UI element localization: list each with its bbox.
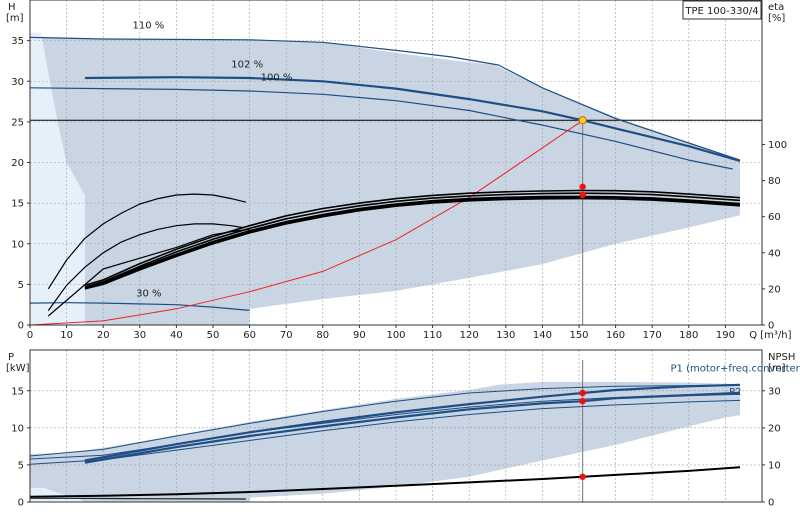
power-marker-1 — [579, 398, 585, 404]
power-left-tick-label-15: 15 — [11, 386, 24, 397]
head-left-tick-label-35: 35 — [11, 36, 24, 47]
x-tick-label-100: 100 — [386, 330, 405, 341]
head-marker-0 — [579, 184, 585, 190]
head-marker-1 — [579, 192, 585, 198]
power-right-axis-unit: [m] — [768, 363, 786, 374]
x-tick-label-110: 110 — [423, 330, 442, 341]
power-marker-0 — [579, 390, 585, 396]
x-tick-label-120: 120 — [460, 330, 479, 341]
head-left-tick-label-20: 20 — [11, 158, 24, 169]
power-left-axis-unit: [kW] — [6, 363, 30, 374]
head-left-tick-label-0: 0 — [18, 321, 24, 332]
x-axis-title: Q [m³/h] — [749, 330, 791, 341]
chart-title: TPE 100-330/4 — [684, 6, 758, 17]
power-right-tick-label-10: 10 — [768, 460, 781, 471]
head-duty-point — [579, 117, 586, 124]
head-label-30: 30 % — [136, 289, 161, 300]
power-right-tick-label-30: 30 — [768, 386, 781, 397]
x-tick-label-130: 130 — [496, 330, 515, 341]
x-tick-label-140: 140 — [533, 330, 552, 341]
x-tick-label-70: 70 — [280, 330, 293, 341]
head-left-tick-label-5: 5 — [18, 280, 24, 291]
x-tick-label-60: 60 — [243, 330, 256, 341]
head-right-axis-title: eta — [768, 2, 784, 13]
x-tick-label-20: 20 — [97, 330, 110, 341]
head-left-tick-label-10: 10 — [11, 239, 24, 250]
head-left-axis-unit: [m] — [6, 13, 24, 24]
power-right-axis-title: NPSH — [768, 352, 795, 363]
head-right-axis-unit: [%] — [768, 13, 785, 24]
x-tick-label-160: 160 — [606, 330, 625, 341]
power-marker-2 — [579, 474, 585, 480]
head-right-tick-label-100: 100 — [768, 140, 787, 151]
power-left-tick-label-10: 10 — [11, 423, 24, 434]
x-tick-label-10: 10 — [60, 330, 73, 341]
head-label-102: 102 % — [231, 59, 263, 70]
x-tick-label-0: 0 — [27, 330, 33, 341]
head-label-100: 100 % — [261, 72, 293, 83]
power-left-axis-title: P — [8, 352, 14, 363]
head-left-tick-label-15: 15 — [11, 199, 24, 210]
power-right-tick-label-20: 20 — [768, 423, 781, 434]
x-tick-label-40: 40 — [170, 330, 183, 341]
head-left-axis-title: H — [8, 2, 16, 13]
power-left-tick-label-0: 0 — [18, 498, 24, 509]
power-left-tick-label-5: 5 — [18, 460, 24, 471]
head-left-tick-label-25: 25 — [11, 117, 24, 128]
x-tick-label-170: 170 — [643, 330, 662, 341]
x-tick-label-180: 180 — [679, 330, 698, 341]
x-tick-label-30: 30 — [133, 330, 146, 341]
power-series-curve-5 — [30, 498, 246, 499]
head-left-tick-label-30: 30 — [11, 77, 24, 88]
head-right-tick-label-20: 20 — [768, 284, 781, 295]
head-label-110: 110 % — [132, 20, 164, 31]
x-tick-label-150: 150 — [569, 330, 588, 341]
head-right-tick-label-40: 40 — [768, 248, 781, 259]
x-tick-label-190: 190 — [716, 330, 735, 341]
x-tick-label-80: 80 — [316, 330, 329, 341]
head-right-tick-label-60: 60 — [768, 212, 781, 223]
power-label-p2: P2 — [729, 387, 741, 398]
head-right-tick-label-80: 80 — [768, 176, 781, 187]
power-right-tick-label-0: 0 — [768, 498, 774, 509]
x-tick-label-90: 90 — [353, 330, 366, 341]
x-tick-label-50: 50 — [207, 330, 220, 341]
